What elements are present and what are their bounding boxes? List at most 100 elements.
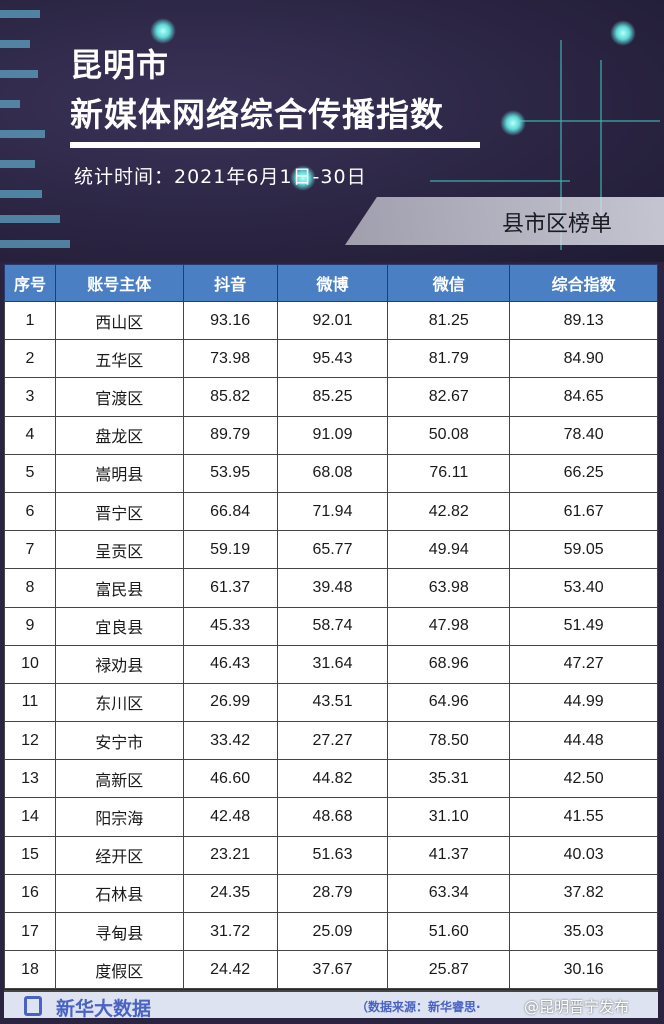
table-cell: 26.99 [182,682,278,723]
table-cell: 46.60 [182,759,278,799]
watermark: @昆明晋宁发布 [524,998,630,1016]
table-row: 3 官渡区 85.82 85.25 82.67 84.65 [4,377,658,417]
data-source: （数据来源：新华睿思· [356,1000,481,1014]
table-cell: 25.87 [387,950,511,990]
table-cell: 禄劝县 [54,644,184,684]
table-cell: 24.42 [182,950,278,990]
table-cell: 4 [4,415,56,455]
table-cell: 5 [4,453,56,493]
table-cell: 35.31 [387,759,511,799]
table-cell: 31.10 [387,797,511,837]
table-cell: 42.50 [509,759,658,799]
stat-period: 统计时间：2021年6月1日-30日 [74,166,367,188]
table-cell: 37.82 [509,873,658,914]
table-cell: 嵩明县 [54,453,184,493]
table-cell: 16 [4,873,56,914]
table-row: 8 富民县 61.37 39.48 63.98 53.40 [4,568,658,608]
table-cell: 84.65 [509,377,658,417]
table-cell: 76.11 [387,453,511,493]
table-cell: 47.98 [387,606,511,646]
table-cell: 高新区 [54,759,184,799]
table-cell: 23.21 [182,835,278,875]
table-cell: 7 [4,530,56,570]
column-header: 微信 [387,264,511,302]
table-cell: 89.13 [509,300,658,341]
table-row: 4 盘龙区 89.79 91.09 50.08 78.40 [4,415,658,455]
decor-bar [0,10,40,18]
table-cell: 82.67 [387,377,511,417]
table-cell: 78.50 [387,721,511,761]
table-cell: 经开区 [54,835,184,875]
table-cell: 18 [4,950,56,990]
table-row: 5 嵩明县 53.95 68.08 76.11 66.25 [4,453,658,493]
table-cell: 晋宁区 [54,491,184,532]
decor-bar [0,70,38,78]
table-cell: 6 [4,491,56,532]
table-cell: 73.98 [182,339,278,379]
ranking-table: 序号 账号主体 抖音 微博 微信 综合指数 1 西山区 93.16 92.01 81.25 89.1… [4,264,658,990]
table-row: 7 呈贡区 59.19 65.77 49.94 59.05 [4,530,658,570]
table-cell: 44.82 [276,759,389,799]
table-cell: 84.90 [509,339,658,379]
glow-dot [610,20,636,46]
table-cell: 31.64 [276,644,389,684]
banner: 昆明市 新媒体网络综合传播指数 统计时间：2021年6月1日-30日 县市区榜单 [0,0,664,262]
logo-text: 新华大数据 [56,998,152,1020]
table-cell: 9 [4,606,56,646]
table-cell: 85.82 [182,377,278,417]
table-cell: 92.01 [276,300,389,341]
table-cell: 68.96 [387,644,511,684]
circuit-line [520,120,660,122]
table-cell: 13 [4,759,56,799]
table-cell: 官渡区 [54,377,184,417]
table-cell: 1 [4,300,56,341]
table-cell: 81.79 [387,339,511,379]
table-cell: 33.42 [182,721,278,761]
table-cell: 10 [4,644,56,684]
table-cell: 石林县 [54,873,184,914]
table-cell: 53.95 [182,453,278,493]
table-cell: 68.08 [276,453,389,493]
table-cell: 78.40 [509,415,658,455]
glow-dot [290,165,316,191]
table-row: 2 五华区 73.98 95.43 81.79 84.90 [4,339,658,379]
table-row: 6 晋宁区 66.84 71.94 42.82 61.67 [4,491,658,532]
table-cell: 40.03 [509,835,658,875]
title-city: 昆明市 [70,46,170,84]
table-cell: 66.25 [509,453,658,493]
table-cell: 39.48 [276,568,389,608]
table-row: 18 度假区 24.42 37.67 25.87 30.16 [4,950,658,990]
table-cell: 42.82 [387,491,511,532]
table-cell: 71.94 [276,491,389,532]
table-cell: 12 [4,721,56,761]
table-row: 15 经开区 23.21 51.63 41.37 40.03 [4,835,658,875]
table-cell: 17 [4,911,56,952]
table-cell: 45.33 [182,606,278,646]
decor-bar [0,190,42,198]
table-cell: 51.49 [509,606,658,646]
table-cell: 51.60 [387,911,511,952]
table-cell: 呈贡区 [54,530,184,570]
table-cell: 46.43 [182,644,278,684]
title-divider [70,142,480,148]
table-cell: 64.96 [387,682,511,723]
table-cell: 85.25 [276,377,389,417]
table-cell: 37.67 [276,950,389,990]
category-ribbon [345,197,664,245]
table-row: 10 禄劝县 46.43 31.64 68.96 47.27 [4,644,658,684]
column-header: 综合指数 [509,264,658,302]
table-cell: 53.40 [509,568,658,608]
table-cell: 41.37 [387,835,511,875]
table-cell: 2 [4,339,56,379]
table-cell: 25.09 [276,911,389,952]
table-cell: 95.43 [276,339,389,379]
table-cell: 27.27 [276,721,389,761]
table-cell: 91.09 [276,415,389,455]
category-label: 县市区榜单 [501,212,612,237]
table-cell: 11 [4,682,56,723]
table-cell: 五华区 [54,339,184,379]
table-cell: 42.48 [182,797,278,837]
page-title: 新媒体网络综合传播指数 [70,95,444,134]
column-header: 账号主体 [54,264,184,302]
table-cell: 81.25 [387,300,511,341]
